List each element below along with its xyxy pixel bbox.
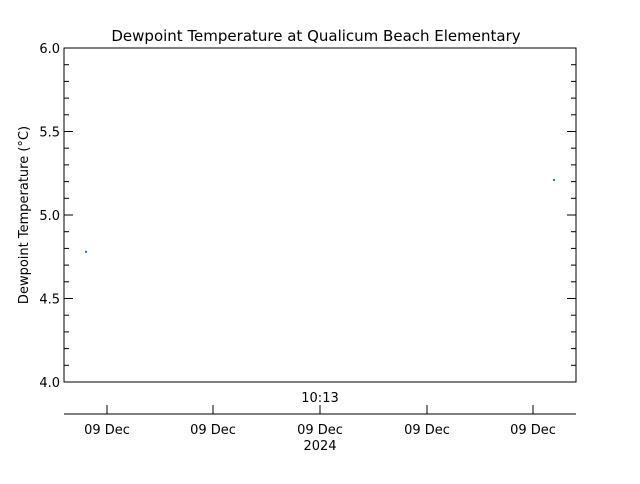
x-tick-label: 09 Dec	[404, 423, 450, 438]
y-tick-label: 4.0	[39, 376, 60, 391]
plot-frame	[63, 47, 577, 383]
dewpoint-data-point	[85, 250, 87, 253]
x-axis-time-label: 10:13	[301, 391, 338, 406]
x-tick-label: 09 Dec	[84, 423, 130, 438]
y-tick-label: 6.0	[39, 42, 60, 57]
dewpoint-data-point	[553, 178, 555, 181]
y-axis-label: Dewpoint Temperature (°C)	[17, 126, 32, 304]
x-axis-year-label: 2024	[303, 439, 336, 454]
x-tick-label: 09 Dec	[190, 423, 236, 438]
chart-title-group: Dewpoint Temperature at Qualicum Beach E…	[111, 27, 520, 45]
y-tick-label: 5.5	[39, 126, 60, 141]
x-axis-ticks: 09 Dec 09 Dec 09 Dec 09 Dec 09 Dec	[84, 405, 556, 438]
plot-area	[63, 47, 577, 383]
y-axis-ticks: 4.0 4.5 5.0 5.5 6.0	[39, 42, 576, 391]
y-axis-label-group: Dewpoint Temperature (°C)	[17, 126, 32, 304]
y-tick-label: 4.5	[39, 293, 60, 308]
data-points	[85, 178, 555, 253]
y-tick-label: 5.0	[39, 209, 60, 224]
x-axis: 10:13 2024	[64, 391, 576, 454]
chart-title: Dewpoint Temperature at Qualicum Beach E…	[111, 27, 520, 45]
x-tick-label: 09 Dec	[297, 423, 343, 438]
x-tick-label: 09 Dec	[510, 423, 556, 438]
